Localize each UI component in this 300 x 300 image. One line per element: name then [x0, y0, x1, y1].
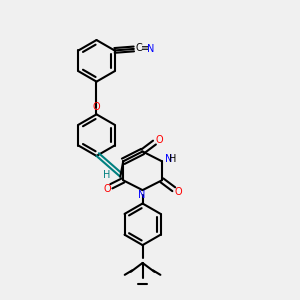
Text: H: H — [169, 154, 177, 164]
Text: O: O — [155, 135, 163, 145]
Text: H: H — [103, 170, 111, 180]
Text: C: C — [136, 44, 142, 53]
Text: ≡: ≡ — [141, 44, 149, 53]
Text: N: N — [165, 154, 172, 164]
Text: N: N — [147, 44, 154, 54]
Text: O: O — [103, 184, 111, 194]
Text: O: O — [93, 102, 100, 112]
Text: N: N — [138, 190, 146, 200]
Text: O: O — [174, 187, 182, 196]
